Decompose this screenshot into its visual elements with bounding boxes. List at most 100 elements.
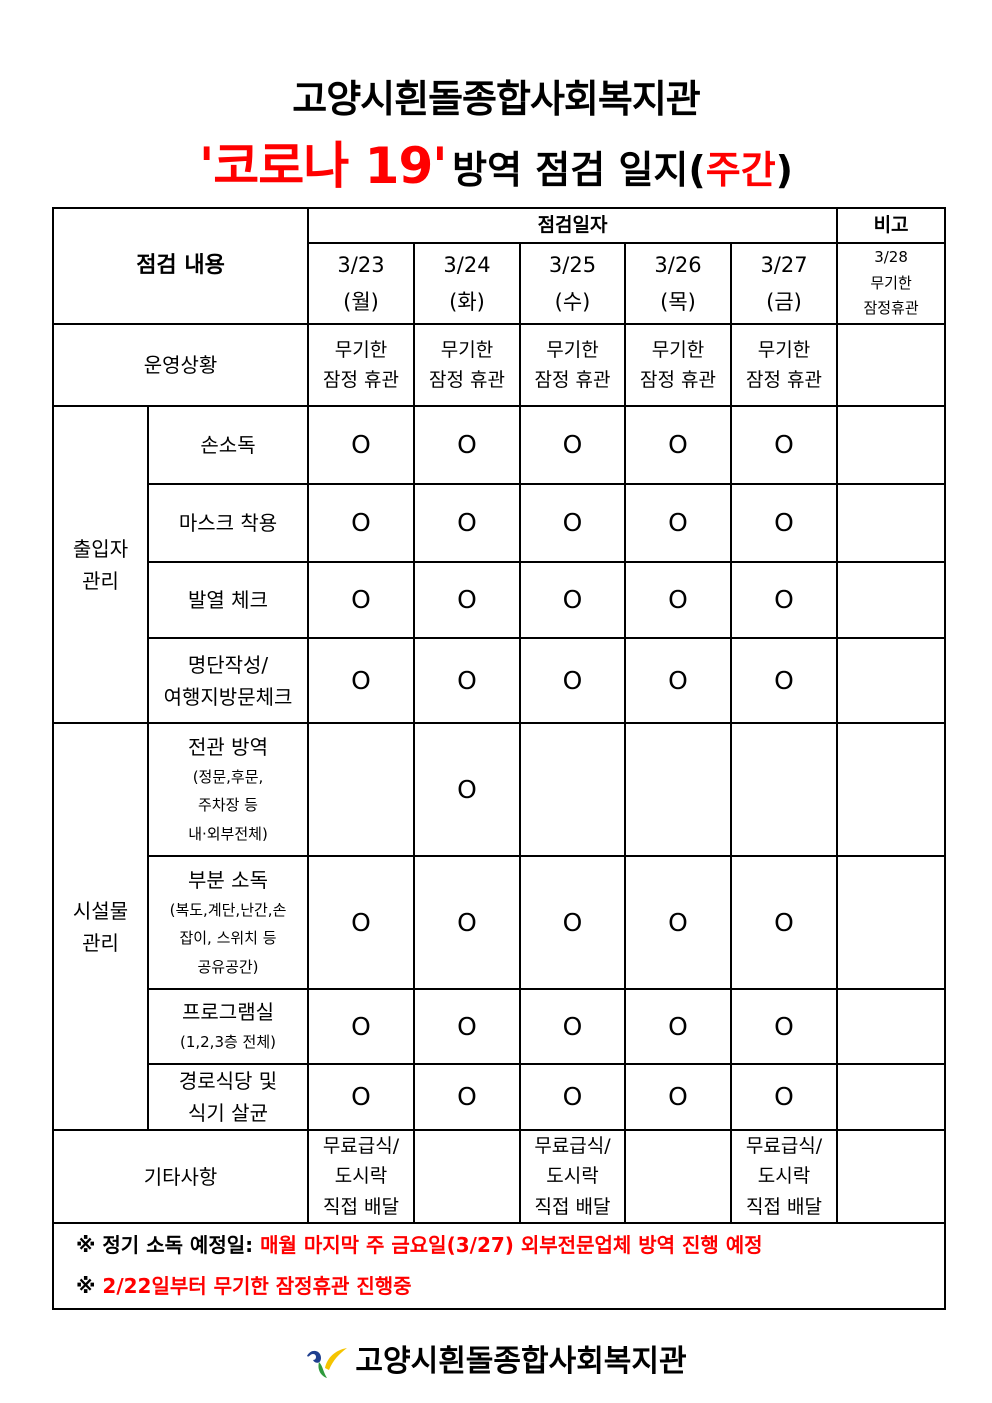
check-mark-cell: O — [519, 988, 626, 1065]
operation-value: 무기한 잠정 휴관 — [624, 323, 732, 407]
item-title: 경로식당 및 식기 살균 — [178, 1069, 278, 1125]
item-label: 마스크 착용 — [147, 483, 309, 563]
table-row: 부분 소독 (복도,계단,난간,손 잡이, 스위치 등 공유공간) O O O O O — [53, 855, 947, 990]
table-row: 발열 체크 O O O O O — [53, 561, 947, 639]
notes-cell: ※ 정기 소독 예정일: 매월 마지막 주 금요일(3/27) 외부전문업체 방… — [51, 1222, 947, 1311]
row-operation: 운영상황 무기한 잠정 휴관 무기한 잠정 휴관 무기한 잠정 휴관 무기한 잠정 휴관… — [52, 323, 947, 407]
table-row: 프로그램실 (1,2,3층 전체) O O O O O — [53, 988, 947, 1065]
check-mark-cell: O — [624, 1063, 732, 1131]
note-prefix: ※ — [76, 1274, 103, 1299]
check-mark-cell: O — [624, 855, 732, 990]
check-mark-cell — [307, 722, 415, 857]
check-mark-cell: O — [624, 483, 732, 563]
org-title: 고양시흰돌종합사회복지관 — [292, 77, 701, 121]
check-mark-cell: O — [519, 483, 626, 563]
item-title: 전관 방역 — [188, 734, 268, 759]
footer-org: 고양시흰돌종합사회복지관 — [355, 1344, 687, 1379]
operation-value: 무기한 잠정 휴관 — [307, 323, 415, 407]
check-mark-cell: O — [413, 1063, 521, 1131]
note-line: ※ 정기 소독 예정일: 매월 마지막 주 금요일(3/27) 외부전문업체 방… — [76, 1225, 944, 1266]
item-title: 발열 체크 — [188, 588, 268, 612]
note-cell — [836, 561, 947, 639]
note-cell — [836, 637, 947, 724]
welfare-center-logo-icon — [307, 1347, 348, 1378]
check-mark-cell: O — [624, 561, 732, 639]
operation-value: 무기한 잠정 휴관 — [413, 323, 521, 407]
operation-value: 무기한 잠정 휴관 — [519, 323, 626, 407]
item-title: 명단작성/ 여행지방문체크 — [163, 652, 293, 709]
note-cell — [836, 988, 947, 1065]
check-mark-cell — [519, 722, 626, 857]
operation-value: 무기한 잠정 휴관 — [729, 323, 839, 407]
operation-label: 운영상황 — [52, 323, 309, 407]
check-mark-cell — [624, 722, 732, 857]
check-mark-cell: O — [729, 1063, 839, 1131]
note-cell — [836, 855, 947, 990]
note-red-text: 2/22일부터 무기한 잠정휴관 진행중 — [102, 1274, 412, 1299]
item-label: 프로그램실 (1,2,3층 전체) — [147, 988, 309, 1065]
note-prefix: ※ 정기 소독 예정일: — [76, 1233, 261, 1258]
group-label: 출입자 관리 — [52, 405, 149, 724]
check-mark-cell: O — [519, 405, 626, 485]
item-title: 손소독 — [200, 433, 256, 457]
check-mark-cell: O — [307, 637, 415, 724]
table-row: 시설물 관리 전관 방역 (정문,후문, 주차장 등 내·외부전체) O — [52, 722, 947, 1131]
check-mark-cell: O — [519, 637, 626, 724]
note-cell — [836, 483, 947, 563]
note-line: ※ 2/22일부터 무기한 잠정휴관 진행중 — [76, 1266, 944, 1307]
note-cell — [836, 405, 947, 485]
check-mark-cell: O — [624, 988, 732, 1065]
item-subtitle: (정문,후문, 주차장 등 내·외부전체) — [188, 767, 268, 843]
check-mark-cell: O — [729, 405, 839, 485]
title-black-part: 방역 점검 일지( — [452, 148, 706, 192]
check-mark-cell: O — [519, 561, 626, 639]
header-note: 비고 — [836, 207, 947, 244]
item-subtitle: (1,2,3층 전체) — [179, 1033, 277, 1052]
group-label: 시설물 관리 — [52, 722, 149, 1131]
item-label: 명단작성/ 여행지방문체크 — [147, 637, 309, 724]
check-mark-cell: O — [307, 855, 415, 990]
note-red-text: 매월 마지막 주 금요일(3/27) 외부전문업체 방역 진행 예정 — [260, 1233, 763, 1258]
misc-value — [624, 1128, 732, 1225]
table-row: 경로식당 및 식기 살균 O O O O O — [53, 1063, 947, 1131]
item-label: 경로식당 및 식기 살균 — [147, 1063, 309, 1131]
operation-note — [836, 323, 947, 407]
date-cell: 3/23 (월) — [307, 242, 415, 325]
header-dates: 점검일자 — [306, 207, 839, 244]
check-mark-cell: O — [413, 855, 521, 990]
item-title: 부분 소독 — [188, 867, 268, 892]
footer: 고양시흰돌종합사회복지관 — [0, 1336, 992, 1380]
misc-value: 무료급식/ 도시락 직접 배달 — [519, 1128, 626, 1225]
misc-note — [836, 1128, 947, 1225]
row-misc: 기타사항 무료급식/ 도시락 직접 배달 무료급식/ 도시락 직접 배달 무료급식/ … — [52, 1128, 947, 1225]
check-mark-cell: O — [729, 483, 839, 563]
check-mark-cell: O — [413, 722, 521, 857]
note-cell — [836, 722, 947, 857]
inspection-table: 점검 내용 점검일자 비고 3/23 (월) 3/24 (화) 3/25 (수)… — [51, 207, 947, 1311]
table-row: 마스크 착용 O O O O O — [53, 483, 947, 563]
title-red-part: '코로나 19' — [198, 137, 448, 195]
title-close-paren: ) — [775, 148, 794, 192]
item-subtitle: (복도,계단,난간,손 잡이, 스위치 등 공유공간) — [169, 900, 287, 976]
check-mark-cell: O — [307, 483, 415, 563]
date-cell: 3/27 (금) — [729, 242, 839, 325]
item-label: 전관 방역 (정문,후문, 주차장 등 내·외부전체) — [147, 722, 309, 857]
item-title: 프로그램실 — [182, 1000, 274, 1025]
check-mark-cell: O — [307, 561, 415, 639]
date-cell: 3/24 (화) — [413, 242, 521, 325]
check-mark-cell: O — [624, 405, 732, 485]
check-mark-cell: O — [413, 988, 521, 1065]
check-mark-cell: O — [307, 988, 415, 1065]
item-label: 손소독 — [147, 405, 309, 485]
check-mark-cell: O — [413, 561, 521, 639]
check-mark-cell: O — [519, 855, 626, 990]
misc-value: 무료급식/ 도시락 직접 배달 — [307, 1128, 415, 1225]
check-mark-cell: O — [413, 405, 521, 485]
check-mark-cell: O — [729, 561, 839, 639]
item-label: 부분 소독 (복도,계단,난간,손 잡이, 스위치 등 공유공간) — [147, 855, 309, 990]
check-mark-cell: O — [413, 483, 521, 563]
misc-value — [413, 1128, 521, 1225]
check-mark-cell: O — [729, 988, 839, 1065]
date-cell: 3/25 (수) — [519, 242, 626, 325]
doc-title: '코로나 19' 방역 점검 일지(주간) — [0, 126, 992, 198]
